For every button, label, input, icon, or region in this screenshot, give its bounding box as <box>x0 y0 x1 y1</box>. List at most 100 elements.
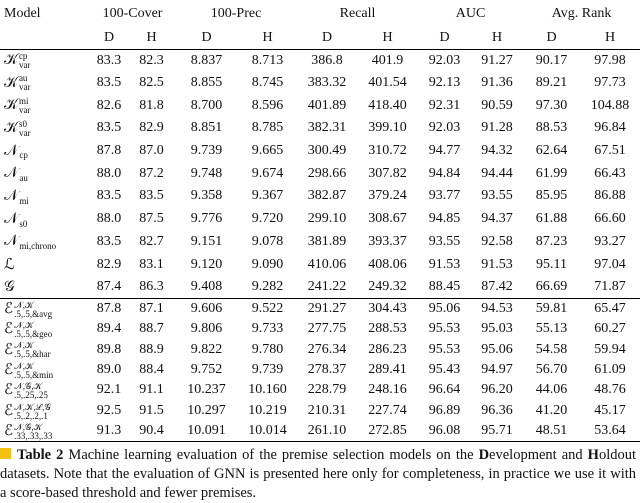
value-cell: 9.776 <box>190 211 223 227</box>
value-cell: 8.785 <box>251 120 284 136</box>
value-cell: 9.120 <box>190 256 223 272</box>
value-cell: 60.27 <box>594 321 626 337</box>
script-stack: 𝒩,𝒦 .5,.5,&geo <box>14 321 52 339</box>
value-cell: 10.237 <box>187 382 226 398</box>
value-cell: 87.5 <box>139 211 164 227</box>
value-cell: 90.59 <box>481 97 513 113</box>
model-sub: .5,.5,&avg <box>14 308 53 319</box>
model-sub: var <box>18 127 31 138</box>
caption-part: H <box>587 447 599 463</box>
value-cell: 89.8 <box>96 341 122 357</box>
script-stack: mi,chrono <box>19 233 56 251</box>
value-cell: 66.60 <box>594 211 626 227</box>
value-cell: 307.82 <box>368 165 407 181</box>
value-cell: 95.06 <box>481 341 513 357</box>
model-symbol: ℰ <box>4 402 14 419</box>
model-cell: ℒ <box>0 253 90 276</box>
value-cell: 59.94 <box>594 341 626 357</box>
value-cell: 92.03 <box>428 120 461 136</box>
value-cell: 94.53 <box>481 301 513 316</box>
model-cell: ℰ 𝒩,𝒦,ℒ,𝒢 .5,.2,.2,.1 <box>0 401 90 421</box>
script-stack: cp var <box>18 50 31 70</box>
value-cell: 249.32 <box>368 278 407 294</box>
table-row: ℰ 𝒩,𝒦 .5,.5,&avg 87.8 87.1 9.606 9.522 291.27 30… <box>0 298 640 319</box>
value-cell: 8.855 <box>190 75 223 91</box>
value-cell: 87.8 <box>96 143 122 159</box>
value-cell: 95.43 <box>428 361 461 377</box>
table-row: ℰ 𝒩,𝒦 .5,.5,&geo 89.4 88.7 9.806 9.733 277.75 28… <box>0 319 640 339</box>
value-cell: 54.58 <box>535 341 568 357</box>
model-sub: var <box>18 105 31 116</box>
table-row: 𝒩 s0 88.0 87.5 9.776 9.720 299.10 308.67 94.85 9… <box>0 208 640 231</box>
model-sub: s0 <box>19 218 28 229</box>
column-subheader: H <box>262 29 273 45</box>
results-table: Model 100-Cover 100-Prec Recall AUC Avg. Rank… <box>0 0 640 442</box>
value-cell: 95.11 <box>536 256 568 272</box>
model-cell: 𝒩 s0 <box>0 208 90 231</box>
value-cell: 9.665 <box>251 143 284 159</box>
value-cell: 9.733 <box>251 321 284 337</box>
column-header: Recall <box>339 5 376 21</box>
script-stack: 𝒩,𝒦 .5,.5,&avg <box>14 300 53 319</box>
value-cell: 95.53 <box>428 341 461 357</box>
column-subheader: D <box>321 29 333 45</box>
value-cell: 82.5 <box>139 75 164 91</box>
script-stack: 𝒩,𝒢,𝒦 .33,.33,.33 <box>14 422 53 441</box>
column-subheader: D <box>103 29 115 45</box>
column-header: AUC <box>455 5 486 21</box>
value-cell: 93.77 <box>428 188 461 204</box>
value-cell: 401.89 <box>307 97 347 113</box>
value-cell: 91.3 <box>96 422 122 438</box>
model-symbol: 𝒦 <box>4 97 18 114</box>
value-cell: 10.014 <box>248 422 287 438</box>
model-sup: cp <box>18 50 28 61</box>
model-sup: 𝒩,𝒦 <box>14 360 34 371</box>
value-cell: 277.75 <box>307 321 347 337</box>
value-cell: 91.27 <box>481 52 513 68</box>
value-cell: 91.5 <box>139 402 164 418</box>
value-cell: 248.16 <box>368 382 407 398</box>
value-cell: 299.10 <box>307 211 347 227</box>
value-cell: 383.32 <box>307 75 347 91</box>
model-sup: mi <box>18 96 29 107</box>
model-sub: .5,.5,&har <box>14 349 51 360</box>
model-sub: .5,.5,&geo <box>14 329 53 340</box>
model-symbol: ℰ <box>4 321 14 338</box>
value-cell: 91.53 <box>428 256 461 272</box>
model-symbol: 𝒩 <box>4 165 19 182</box>
value-cell: 66.69 <box>535 278 568 294</box>
value-cell: 9.078 <box>251 233 284 249</box>
value-cell: 56.70 <box>535 361 568 377</box>
value-cell: 88.0 <box>96 165 122 181</box>
value-cell: 94.97 <box>481 361 513 377</box>
value-cell: 386.8 <box>311 52 343 68</box>
value-cell: 90.17 <box>535 52 568 68</box>
value-cell: 53.64 <box>594 422 626 438</box>
value-cell: 393.37 <box>368 233 407 249</box>
model-symbol: ℒ <box>4 257 15 274</box>
model-cell: ℰ 𝒩,𝒢,𝒦 .33,.33,.33 <box>0 421 90 441</box>
value-cell: 9.720 <box>251 211 284 227</box>
value-cell: 67.51 <box>594 143 626 159</box>
table-body: Model 100-Cover 100-Prec Recall AUC Avg. Rank… <box>0 0 640 442</box>
value-cell: 93.55 <box>428 233 461 249</box>
header-row: Model 100-Cover 100-Prec Recall AUC Avg. Rank <box>0 0 640 27</box>
value-cell: 88.45 <box>428 278 461 294</box>
caption: Table 2 Machine learning evaluation of t… <box>0 446 636 503</box>
value-cell: 86.88 <box>594 188 626 204</box>
value-cell: 88.7 <box>139 321 164 337</box>
caption-part: Machine learning evaluation of the premi… <box>68 447 479 463</box>
model-symbol: 𝒦 <box>4 74 18 91</box>
value-cell: 227.74 <box>368 402 407 418</box>
model-sub: .33,.33,.33 <box>14 430 53 441</box>
column-subheader: H <box>604 29 616 45</box>
script-stack: 𝒩,𝒦,ℒ,𝒢 .5,.2,.2,.1 <box>14 402 51 421</box>
value-cell: 401.54 <box>368 75 407 91</box>
value-cell: 286.23 <box>368 341 407 357</box>
value-cell: 81.8 <box>139 97 164 113</box>
value-cell: 94.85 <box>428 211 461 227</box>
value-cell: 94.77 <box>428 143 461 159</box>
